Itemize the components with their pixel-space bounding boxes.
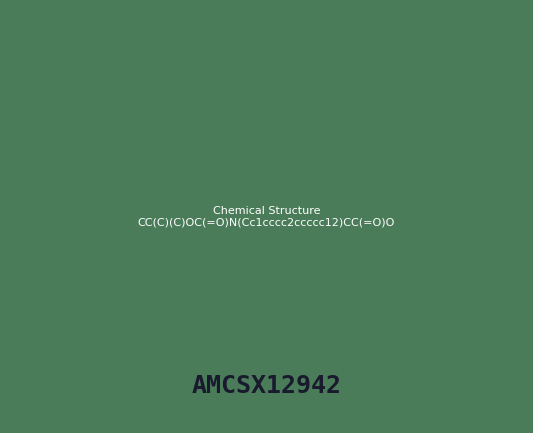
Text: Chemical Structure
CC(C)(C)OC(=O)N(Cc1cccc2ccccc12)CC(=O)O: Chemical Structure CC(C)(C)OC(=O)N(Cc1cc… [138,206,395,227]
Text: AMCSX12942: AMCSX12942 [191,374,342,398]
